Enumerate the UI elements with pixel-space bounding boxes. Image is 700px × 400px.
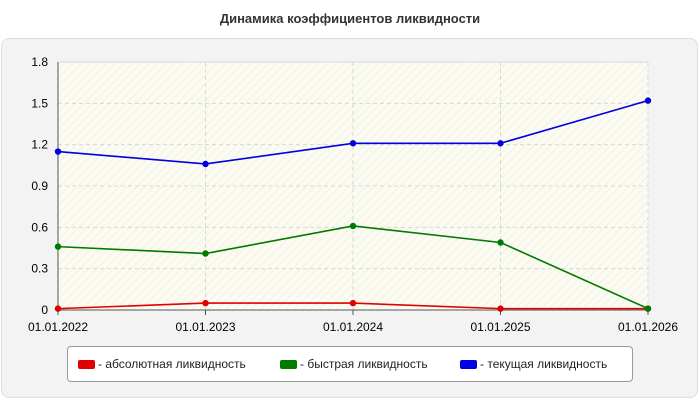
x-tick-label: 01.01.2026 [618,320,678,334]
legend-swatch [280,360,297,369]
data-point [349,140,357,147]
y-tick-label: 0.9 [31,179,48,193]
chart-title: Динамика коэффициентов ликвидности [219,11,481,26]
data-point [644,97,652,104]
y-tick-label: 1.5 [31,96,48,110]
x-tick-label: 01.01.2025 [470,320,530,334]
data-point [497,239,504,246]
data-point [644,305,652,312]
data-point [497,140,504,147]
data-point [202,250,209,257]
y-tick-label: 1.8 [31,55,48,69]
y-tick-label: 0.6 [31,220,48,234]
legend-label: - текущая ликвидность [480,357,608,371]
y-tick-label: 1.2 [31,138,48,152]
legend-swatch [460,360,477,369]
y-tick-label: 0 [41,303,48,317]
x-tick-label: 01.01.2024 [323,320,383,334]
legend-item-quick: - быстрая ликвидность [280,347,428,381]
data-point [54,243,62,250]
legend-item-absolute: - абсолютная ликвидность [78,347,246,381]
data-point [202,299,209,307]
legend-swatch [78,360,95,369]
chart-legend: - абсолютная ликвидность - быстрая ликви… [67,346,633,382]
data-point [54,305,62,312]
data-point [54,148,62,155]
legend-label: - быстрая ликвидность [300,357,428,371]
x-tick-label: 01.01.2022 [28,320,88,334]
x-tick-label: 01.01.2023 [175,320,235,334]
data-point [202,160,209,168]
data-point [497,305,504,312]
tick-labels: 0 0.3 0.6 0.9 1.2 1.5 1.8 01.01.2022 01.01.2023 0… [28,55,678,334]
data-point [349,222,357,230]
series-lines [54,97,652,312]
y-tick-label: 0.3 [31,262,48,276]
legend-label: - абсолютная ликвидность [98,357,246,371]
legend-item-current: - текущая ликвидность [460,347,607,381]
data-point [349,299,357,307]
